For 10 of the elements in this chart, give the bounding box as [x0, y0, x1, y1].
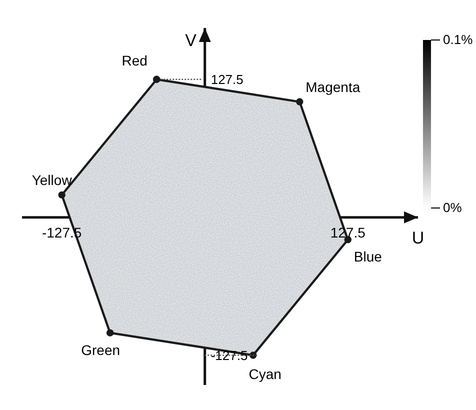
color-bar-label: 0%	[443, 200, 462, 216]
annotation: Green	[81, 342, 120, 358]
annotation: Red	[122, 52, 148, 69]
y-axis-title: V	[185, 31, 198, 50]
annotation: Cyan	[248, 366, 282, 382]
annotation: Magenta	[306, 78, 360, 95]
annotation: Blue	[354, 248, 382, 265]
color-bar-label: 0.1%	[443, 32, 474, 48]
x-axis-title: U	[412, 228, 424, 248]
annotation: Yellow	[32, 172, 73, 188]
